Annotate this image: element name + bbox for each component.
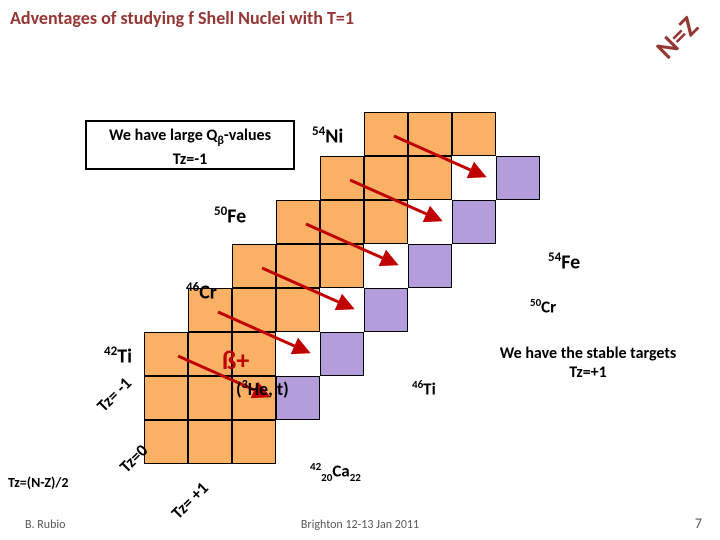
segre-cell <box>188 420 232 464</box>
nuclide-fe50: 50Fe <box>214 204 246 229</box>
nuclide-ti42: 42Ti <box>104 344 132 369</box>
page-title: Adventages of studying f Shell Nuclei wi… <box>10 8 354 30</box>
qbeta-callout: We have large Qβ-values Tz=-1 <box>85 120 295 170</box>
segre-cell <box>144 420 188 464</box>
nz-diagonal-label: N=Z <box>649 9 706 66</box>
slide: Adventages of studying f Shell Nuclei wi… <box>0 0 720 540</box>
qbeta-text1b: -values <box>224 126 271 145</box>
beta-plus-label: ß+ <box>222 344 249 376</box>
footer-page-number: 7 <box>695 515 702 532</box>
qbeta-text1: We have large Q <box>109 126 217 145</box>
he3t-label: (3He, t) <box>236 378 289 400</box>
tz-minus1-label: Tz= -1 <box>92 373 135 416</box>
tz-plus1-label: Tz= +1 <box>167 478 213 524</box>
nuclide-ca42: 4220Ca22 <box>310 460 361 484</box>
nuclide-ti46: 46Ti <box>412 378 436 400</box>
nuclide-cr50: 50Cr <box>530 296 556 318</box>
qbeta-text2: Tz=-1 <box>173 150 207 169</box>
nuclide-fe54: 54Fe <box>548 250 580 275</box>
nuclide-ni54: 54Ni <box>312 124 343 149</box>
nuclide-cr46: 46Cr <box>186 280 217 305</box>
segre-cell <box>232 420 276 464</box>
stable-targets-callout: We have the stable targets Tz=+1 <box>478 344 698 382</box>
tz-definition: Tz=(N-Z)/2 <box>8 474 69 491</box>
footer-event: Brighton 12-13 Jan 2011 <box>0 518 720 532</box>
